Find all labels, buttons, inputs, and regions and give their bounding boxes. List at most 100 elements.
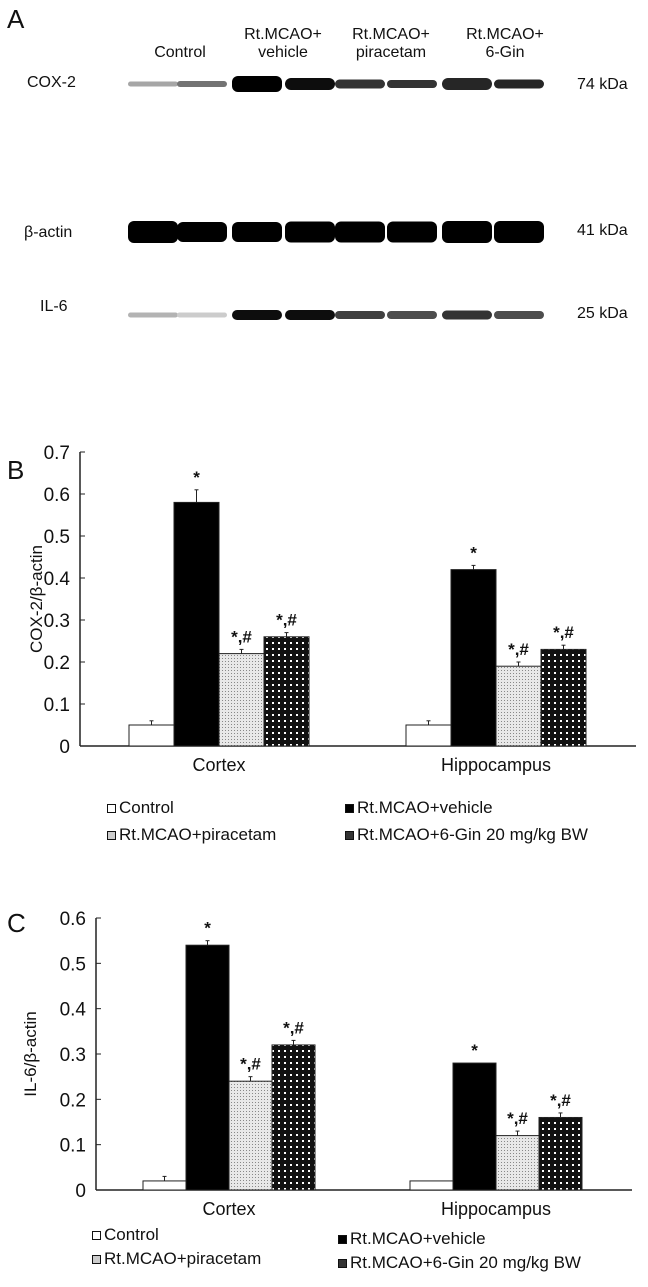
blot-size-beta-actin: 41 kDa bbox=[577, 222, 628, 239]
y-tick-label: 0.5 bbox=[60, 954, 86, 975]
significance-marker: *,# bbox=[507, 1109, 528, 1128]
significance-marker: *,# bbox=[283, 1018, 304, 1037]
swatch-6gin bbox=[345, 830, 354, 840]
blot-label-il6: IL-6 bbox=[40, 298, 68, 315]
lane-header-control: Control bbox=[136, 26, 224, 62]
blot-band bbox=[285, 310, 335, 320]
legend-label: Control bbox=[119, 798, 174, 817]
lane-header-6gin: Rt.MCAO+ 6-Gin bbox=[452, 26, 558, 62]
blot-band bbox=[442, 310, 492, 320]
swatch-control bbox=[107, 803, 116, 813]
bar bbox=[452, 1062, 497, 1191]
y-tick-label: 0.1 bbox=[44, 695, 70, 716]
blot-band bbox=[442, 221, 492, 243]
y-tick-label: 0.1 bbox=[60, 1136, 86, 1157]
swatch-6gin bbox=[338, 1258, 347, 1268]
legend-item-control: Control bbox=[92, 1225, 159, 1245]
legend-item-piracetam: Rt.MCAO+piracetam bbox=[107, 825, 276, 845]
lane-header-piracetam: Rt.MCAO+ piracetam bbox=[338, 26, 444, 62]
il6-bar-chart: 0 0.1 0.2 0.3 0.4 0.5 0.6 IL-6/β-actin * *,# *,# Co… bbox=[21, 909, 632, 1219]
blot-band bbox=[494, 79, 544, 89]
y-tick-label: 0.7 bbox=[44, 443, 70, 464]
y-tick-label: 0.4 bbox=[60, 1000, 87, 1021]
blot-band bbox=[177, 222, 227, 242]
legend-item-6gin: Rt.MCAO+6-Gin 20 mg/kg BW bbox=[345, 825, 588, 845]
blot-label-beta-actin: β-actin bbox=[24, 224, 73, 241]
blot-band bbox=[128, 312, 178, 318]
legend-label: Rt.MCAO+vehicle bbox=[357, 798, 493, 817]
swatch-control bbox=[92, 1230, 101, 1240]
category-label: Hippocampus bbox=[441, 1199, 551, 1219]
significance-marker: * bbox=[471, 1041, 478, 1060]
y-tick-label: 0.2 bbox=[60, 1090, 86, 1111]
swatch-vehicle bbox=[338, 1234, 347, 1244]
blot-size-il6: 25 kDa bbox=[577, 305, 628, 322]
blot-band bbox=[285, 78, 335, 90]
y-tick-label: 0 bbox=[59, 737, 70, 758]
blot-band bbox=[177, 81, 227, 87]
bar bbox=[409, 1180, 454, 1191]
panel-c-letter: C bbox=[7, 908, 26, 938]
bar bbox=[495, 1135, 540, 1191]
blot-band bbox=[285, 221, 335, 243]
blot-band bbox=[232, 222, 282, 242]
blot-label-cox2: COX-2 bbox=[27, 74, 76, 91]
legend-label: Rt.MCAO+6-Gin 20 mg/kg BW bbox=[357, 825, 588, 844]
blot-band bbox=[335, 311, 385, 319]
y-tick-label: 0.6 bbox=[44, 485, 70, 506]
lane-header-line1: Rt.MCAO+ bbox=[352, 26, 430, 43]
blot-band bbox=[232, 76, 282, 92]
significance-marker: *,# bbox=[550, 1091, 571, 1110]
bar bbox=[263, 636, 310, 747]
bar bbox=[540, 648, 587, 747]
legend-label: Control bbox=[104, 1225, 159, 1244]
category-label: Cortex bbox=[202, 1199, 255, 1219]
blot-band bbox=[494, 311, 544, 319]
y-tick-label: 0.5 bbox=[44, 527, 70, 548]
significance-marker: * bbox=[193, 468, 200, 487]
y-tick-label: 0.6 bbox=[60, 909, 86, 930]
bar bbox=[218, 653, 265, 747]
category-label: Hippocampus bbox=[441, 755, 551, 775]
y-axis-label: IL-6/β-actin bbox=[21, 1011, 40, 1096]
bar bbox=[538, 1116, 583, 1191]
cox2-bar-chart: 0 0.1 0.2 0.3 0.4 0.5 0.6 0.7 COX-2/β-actin * *,# *… bbox=[27, 443, 636, 775]
bar bbox=[128, 724, 175, 747]
lane-header-line1: Rt.MCAO+ bbox=[466, 26, 544, 43]
bar bbox=[185, 944, 230, 1191]
lane-header-line1: Rt.MCAO+ bbox=[244, 26, 322, 43]
legend-item-vehicle: Rt.MCAO+vehicle bbox=[345, 798, 493, 818]
swatch-piracetam bbox=[92, 1254, 101, 1264]
lane-header-line2: vehicle bbox=[258, 44, 308, 61]
bar bbox=[271, 1044, 316, 1191]
significance-marker: *,# bbox=[553, 623, 574, 642]
bar bbox=[450, 569, 497, 747]
y-tick-label: 0.3 bbox=[44, 611, 70, 632]
bar bbox=[495, 665, 542, 747]
lane-header-vehicle: Rt.MCAO+ vehicle bbox=[230, 26, 336, 62]
panel-b-letter: B bbox=[7, 455, 25, 485]
blot-band bbox=[387, 80, 437, 88]
significance-marker: *,# bbox=[276, 611, 297, 630]
significance-marker: *,# bbox=[240, 1055, 261, 1074]
y-tick-label: 0.2 bbox=[44, 653, 70, 674]
y-tick-label: 0.3 bbox=[60, 1045, 86, 1066]
western-blot-image bbox=[128, 76, 544, 320]
swatch-piracetam bbox=[107, 830, 116, 840]
significance-marker: * bbox=[470, 543, 477, 562]
blot-size-cox2: 74 kDa bbox=[577, 76, 628, 93]
bar bbox=[228, 1080, 273, 1191]
category-label: Cortex bbox=[192, 755, 245, 775]
significance-marker: * bbox=[204, 919, 211, 938]
blot-band bbox=[442, 78, 492, 90]
significance-marker: *,# bbox=[231, 627, 252, 646]
blot-band bbox=[387, 221, 437, 243]
bar bbox=[142, 1180, 187, 1191]
lane-header-line2: Control bbox=[154, 44, 206, 61]
blot-band bbox=[387, 311, 437, 319]
legend-label: Rt.MCAO+vehicle bbox=[350, 1229, 486, 1248]
swatch-vehicle bbox=[345, 803, 354, 813]
blot-band bbox=[335, 221, 385, 243]
lane-header-line2: 6-Gin bbox=[485, 44, 525, 61]
significance-marker: *,# bbox=[508, 640, 529, 659]
